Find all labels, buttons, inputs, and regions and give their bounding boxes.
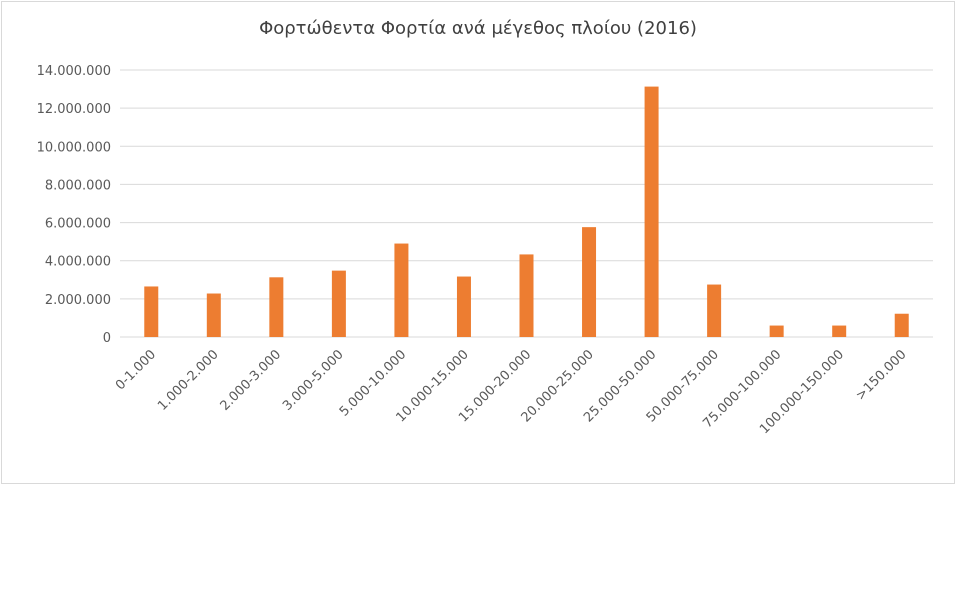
bar-15.000-20.000 — [519, 254, 534, 337]
bar-100.000-150.000 — [832, 325, 847, 337]
y-tick-label: 0 — [103, 331, 111, 346]
bar-5.000-10.000 — [394, 243, 409, 337]
bar-2.000-3.000 — [269, 277, 284, 337]
bar-25.000-50.000 — [644, 86, 659, 338]
y-tick-label: 2.000.000 — [45, 293, 111, 308]
bar-10.000-15.000 — [456, 276, 471, 337]
y-tick-label: 14.000.000 — [37, 64, 111, 79]
x-tick-label: 2.000-3.000 — [218, 347, 285, 414]
y-axis-tick-labels: 0 2.000.000 4.000.000 6.000.000 8.000.000 10.… — [37, 64, 111, 346]
bars — [144, 86, 909, 338]
y-tick-label: 6.000.000 — [45, 217, 111, 232]
y-tick-label: 12.000.000 — [37, 102, 111, 117]
y-tick-label: 10.000.000 — [37, 140, 111, 155]
x-axis-tick-labels: 0-1.0001.000-2.0002.000-3.0003.000-5.000… — [113, 347, 910, 437]
bar-50.000-75.000 — [707, 284, 722, 337]
y-tick-label: 4.000.000 — [45, 255, 111, 270]
chart-title: Φορτώθεντα Φορτία ανά μέγεθος πλοίου (20… — [259, 18, 697, 39]
bar-0-1.000 — [144, 286, 159, 337]
bar-1.000-2.000 — [206, 293, 221, 337]
x-tick-label: 1.000-2.000 — [155, 347, 222, 414]
chart-frame — [1, 1, 955, 484]
bar->150.000 — [894, 313, 909, 337]
x-tick-label: >150.000 — [853, 347, 909, 403]
y-tick-label: 8.000.000 — [45, 178, 111, 193]
x-tick-label: 0-1.000 — [113, 347, 159, 393]
x-tick-label: 3.000-5.000 — [280, 347, 347, 414]
bar-3.000-5.000 — [331, 270, 346, 337]
bar-75.000-100.000 — [769, 325, 784, 337]
bar-20.000-25.000 — [582, 227, 597, 337]
